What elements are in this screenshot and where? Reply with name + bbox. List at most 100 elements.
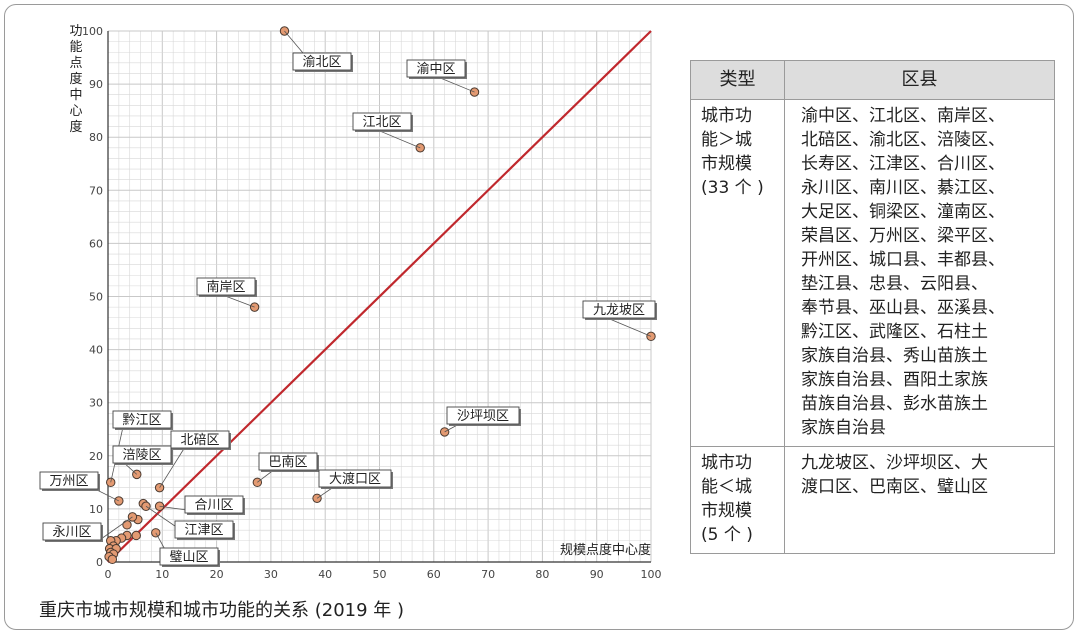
point-label-黔江区: 黔江区	[110, 410, 173, 483]
point-label-涪陵区: 涪陵区	[112, 445, 173, 475]
label-box	[258, 452, 318, 471]
label-box	[196, 277, 256, 296]
x-tick-label: 70	[481, 568, 495, 581]
label-box	[42, 522, 102, 541]
type-line: 市规模	[701, 501, 752, 521]
table-header-district: 区县	[784, 60, 1055, 100]
label-box	[174, 520, 234, 539]
row-type-cell: 城市功 能＜城 市规模 (5 个 )	[690, 446, 785, 554]
label-box	[318, 469, 392, 488]
point-label-万州区: 万州区	[39, 471, 120, 502]
y-tick-label: 60	[89, 237, 103, 250]
label-text: 涪陵区	[122, 448, 161, 463]
district-line: 九龙坡区、沙坪坝区、大	[801, 453, 988, 473]
label-box	[352, 112, 412, 131]
label-text: 合川区	[194, 498, 233, 513]
table-header-type: 类型	[690, 60, 785, 100]
x-tick-label: 80	[535, 568, 549, 581]
point-label-南岸区: 南岸区	[196, 277, 257, 308]
type-line: (5 个 )	[701, 525, 753, 545]
figure-frame: 0 10 20 30 40 50 60 70 80 90 100 0 10 20 30 40 50 60 70 80 9…	[4, 4, 1074, 630]
y-axis-label-char: 点	[69, 56, 82, 71]
x-tick-label: 60	[427, 568, 441, 581]
point-label-大渡口区: 大渡口区	[316, 469, 393, 499]
district-line: 黔江区、武隆区、石柱土	[801, 322, 988, 342]
label-box	[446, 406, 520, 425]
figure-caption: 重庆市城市规模和城市功能的关系 (2019 年 )	[39, 600, 405, 621]
data-point	[131, 530, 141, 541]
type-line: 能＜城	[701, 477, 752, 497]
table-row: 城市功 能＜城 市规模 (5 个 ) 九龙坡区、沙坪坝区、大 渡口区、巴南区、璧…	[690, 446, 1055, 554]
label-text: 璧山区	[169, 549, 208, 565]
x-tick-label: 20	[210, 568, 224, 581]
label-box	[170, 430, 230, 449]
label-text: 江北区	[362, 115, 401, 130]
y-tick-label: 100	[82, 25, 103, 38]
y-tick-label: 80	[89, 131, 103, 144]
label-text: 渝中区	[416, 61, 455, 77]
y-axis-label-char: 能	[69, 40, 82, 55]
point-label-北碚区: 北碚区	[159, 430, 231, 488]
point-label-永川区: 永川区	[42, 516, 133, 542]
point-label-九龙坡区: 九龙坡区	[582, 300, 657, 337]
label-leader-line	[284, 30, 304, 54]
x-tick-label: 10	[155, 568, 169, 581]
label-text: 大渡口区	[329, 471, 381, 487]
label-text: 北碚区	[180, 433, 219, 448]
label-leader-line	[374, 128, 421, 149]
y-tick-label: 50	[89, 291, 103, 304]
label-box	[292, 52, 352, 71]
label-box	[184, 495, 244, 514]
district-line: 渝中区、江北区、南岸区、	[801, 106, 1005, 126]
data-point-沙坪坝区	[439, 427, 450, 437]
x-tick-label: 40	[318, 568, 332, 581]
label-text: 永川区	[52, 525, 91, 540]
district-line: 荣昌区、万州区、梁平区、	[801, 226, 1005, 246]
y-axis-label-char: 中	[69, 88, 82, 103]
y-axis-label-char: 功	[69, 24, 82, 39]
y-tick-label: 0	[96, 556, 103, 569]
y-tick-label: 70	[89, 184, 103, 197]
district-line: 家族自治县	[801, 418, 886, 438]
y-tick-label: 20	[89, 450, 103, 463]
type-line: 能＞城	[701, 130, 752, 150]
chart-tick-labels: 0 10 20 30 40 50 60 70 80 90 100 0 10 20 30 40 50 60 70 80 9…	[82, 25, 662, 581]
y-axis-label-char: 度	[69, 119, 82, 135]
x-tick-label: 50	[373, 568, 387, 581]
x-tick-label: 30	[264, 568, 278, 581]
district-line: 奉节县、巫山县、巫溪县、	[801, 298, 1005, 318]
y-tick-label: 90	[89, 78, 103, 91]
label-text: 万州区	[49, 474, 88, 489]
point-label-沙坪坝区: 沙坪坝区	[444, 406, 521, 433]
label-box	[406, 59, 466, 78]
district-line: 北碚区、渝北区、涪陵区、	[801, 130, 1005, 150]
label-leader-line	[604, 316, 652, 337]
point-label-合川区: 合川区	[159, 495, 245, 515]
district-line: 大足区、铜梁区、潼南区、	[801, 202, 1005, 222]
type-line: (33 个 )	[701, 178, 764, 198]
label-text: 江津区	[184, 523, 223, 538]
label-box	[582, 300, 656, 319]
scatter-chart: 0 10 20 30 40 50 60 70 80 90 100 0 10 20 30 40 50 60 70 80 9…	[39, 24, 662, 581]
label-text: 巴南区	[268, 454, 307, 470]
label-text: 九龙坡区	[593, 303, 645, 318]
label-box	[39, 471, 99, 490]
data-point	[107, 554, 118, 565]
district-classification-table: 类型 区县 城市功 能＞城 市规模 (33 个 ) 渝中区、江北区、南岸区、 北…	[690, 60, 1055, 554]
type-line: 市规模	[701, 154, 752, 174]
y-axis-label: 功能点度中心度	[69, 24, 82, 135]
point-label-璧山区: 璧山区	[155, 532, 220, 567]
district-line: 家族自治县、秀山苗族土	[801, 346, 988, 366]
x-tick-label: 100	[641, 568, 662, 581]
type-line: 城市功	[701, 106, 752, 126]
district-line: 垫江县、忠县、云阳县、	[801, 274, 988, 294]
district-line: 家族自治县、酉阳土家族	[801, 370, 988, 390]
y-tick-label: 30	[89, 397, 103, 410]
point-label-渝北区: 渝北区	[284, 30, 353, 72]
row-district-list: 九龙坡区、沙坪坝区、大 渡口区、巴南区、璧山区	[784, 446, 1055, 554]
type-line: 城市功	[701, 453, 752, 473]
label-text: 沙坪坝区	[457, 409, 509, 424]
table-row: 城市功 能＞城 市规模 (33 个 ) 渝中区、江北区、南岸区、 北碚区、渝北区…	[690, 99, 1055, 447]
y-axis-label-char: 心	[69, 104, 82, 119]
